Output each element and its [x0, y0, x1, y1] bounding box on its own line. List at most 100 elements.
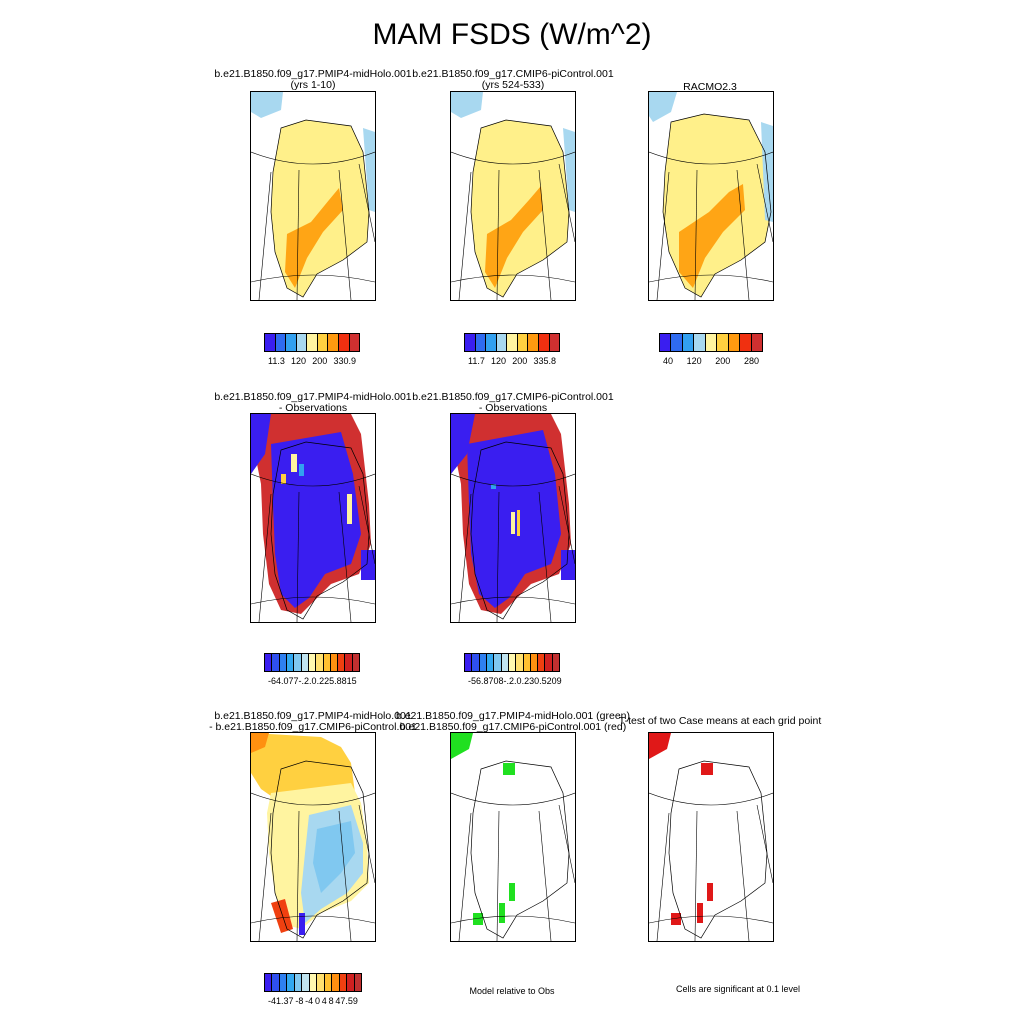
colorbar-swatch: [522, 654, 530, 671]
map-panel-2: [450, 91, 576, 301]
colorbar-swatch: [338, 974, 347, 991]
colorbar-swatch: [295, 334, 307, 351]
colorbar-swatch: [485, 654, 494, 671]
colorbar-5-ticks: -56.8708 -.2.0.2 30.5209: [464, 676, 562, 686]
panel-5-case: b.e21.B1850.f09_g17.CMIP6-piControl.001: [412, 391, 614, 403]
map-panel-1: [250, 91, 376, 301]
panel-6-case: b.e21.B1850.f09_g17.PMIP4-midHolo.001: [214, 710, 412, 722]
colorbar-swatch: [286, 974, 294, 991]
colorbar-swatch: [515, 654, 523, 671]
colorbar-tick-label: 280: [743, 356, 759, 366]
colorbar-swatch: [353, 974, 362, 991]
colorbar-swatch: [485, 334, 496, 351]
panel-4-case: b.e21.B1850.f09_g17.PMIP4-midHolo.001: [214, 391, 412, 403]
colorbar-tick-label: -.2: [503, 676, 515, 686]
colorbar-4-swatches: [264, 653, 360, 672]
colorbar-swatch: [500, 654, 508, 671]
colorbar-tick-label: 0: [314, 996, 320, 1006]
colorbar-tick-label: 200: [715, 356, 731, 366]
greenland-map-8: [649, 733, 773, 941]
colorbar-swatch: [544, 654, 552, 671]
greenland-map-1: [251, 92, 375, 300]
significance-caption: Cells are significant at 0.1 level: [675, 984, 801, 994]
colorbar-swatch: [322, 654, 330, 671]
colorbar-tick-label: 200: [312, 356, 328, 366]
colorbar-tick-label: 120: [291, 356, 307, 366]
colorbar-tick-label: .2: [316, 676, 325, 686]
colorbar-swatch: [278, 974, 287, 991]
colorbar-swatch: [285, 334, 296, 351]
colorbar-3-swatches: [659, 333, 763, 352]
colorbar-5: -56.8708 -.2.0.2 30.5209: [464, 653, 562, 686]
colorbar-swatch: [331, 974, 339, 991]
colorbar-swatch: [315, 654, 323, 671]
colorbar-tick-label: 120: [491, 356, 507, 366]
colorbar-6-swatches: [264, 973, 362, 992]
greenland-map-3: [649, 92, 773, 300]
panel-2-title: b.e21.B1850.f09_g17.CMIP6-piControl.001 …: [393, 69, 633, 91]
colorbar-swatch: [739, 334, 751, 351]
colorbar-tick-label: 40: [663, 356, 674, 366]
colorbar-swatch: [265, 974, 272, 991]
figure-title: MAM FSDS (W/m^2): [372, 18, 652, 51]
colorbar-swatch: [750, 334, 762, 351]
colorbar-tick-label: .2: [521, 676, 530, 686]
colorbar-swatch: [465, 654, 472, 671]
colorbar-swatch: [323, 974, 332, 991]
colorbar-swatch: [681, 334, 694, 351]
colorbar-swatch: [660, 334, 671, 351]
colorbar-swatch: [344, 654, 352, 671]
colorbar-swatch: [670, 334, 682, 351]
panel-5-subtitle: - Observations: [478, 402, 548, 414]
map-panel-4: [250, 413, 376, 623]
colorbar-swatch: [316, 334, 328, 351]
colorbar-swatch: [271, 654, 279, 671]
colorbar-swatch: [465, 334, 475, 351]
panel-6-title: b.e21.B1850.f09_g17.PMIP4-midHolo.001 - …: [193, 711, 433, 733]
colorbar-swatch: [329, 654, 338, 671]
colorbar-swatch: [693, 334, 705, 351]
model-relative-caption: Model relative to Obs: [469, 986, 555, 996]
colorbar-tick-label: 8: [328, 996, 334, 1006]
colorbar-tick-label: -4: [305, 996, 314, 1006]
colorbar-tick-label: 25.8815: [324, 676, 357, 686]
panel-1-subtitle: (yrs 1-10): [290, 79, 336, 91]
colorbar-tick-label: 11.3: [268, 356, 285, 366]
colorbar-2: 11.7 120 200 335.8: [464, 333, 560, 366]
colorbar-2-ticks: 11.7 120 200 335.8: [464, 356, 560, 366]
colorbar-tick-label: -64.077: [268, 676, 299, 686]
greenland-map-7: [451, 733, 575, 941]
colorbar-swatch: [308, 974, 317, 991]
colorbar-swatch: [316, 974, 324, 991]
colorbar-swatch: [478, 654, 486, 671]
colorbar-swatch: [351, 654, 360, 671]
panel-1-title: b.e21.B1850.f09_g17.PMIP4-midHolo.001 (y…: [193, 69, 433, 91]
colorbar-swatch: [348, 334, 360, 351]
colorbar-4: -64.077 -.2.0.2 25.8815: [264, 653, 360, 686]
colorbar-tick-label: 11.7: [468, 356, 485, 366]
colorbar-5-swatches: [464, 653, 560, 672]
greenland-map-5: [451, 414, 575, 622]
colorbar-swatch: [527, 334, 538, 351]
colorbar-tick-label: -.2: [298, 676, 310, 686]
colorbar-tick-label: -41.37: [268, 996, 294, 1006]
colorbar-swatch: [265, 654, 272, 671]
greenland-map-2: [451, 92, 575, 300]
colorbar-swatch: [495, 334, 507, 351]
colorbar-swatch: [306, 334, 317, 351]
colorbar-swatch: [271, 974, 279, 991]
colorbar-tick-label: 330.9: [333, 356, 356, 366]
colorbar-swatch: [493, 654, 501, 671]
colorbar-swatch: [301, 974, 309, 991]
colorbar-3-ticks: 40 120 200 280: [659, 356, 763, 366]
colorbar-swatch: [293, 974, 302, 991]
colorbar-swatch: [471, 654, 479, 671]
map-panel-6: [250, 732, 376, 942]
colorbar-swatch: [337, 654, 345, 671]
colorbar-1-ticks: 11.3 120 200 330.9: [264, 356, 360, 366]
panel-7-title: b.e21.B1850.f09_g17.PMIP4-midHolo.001 (g…: [393, 711, 633, 733]
colorbar-tick-label: -8: [295, 996, 304, 1006]
colorbar-1: 11.3 120 200 330.9: [264, 333, 360, 366]
colorbar-swatch: [537, 654, 545, 671]
colorbar-swatch: [274, 334, 286, 351]
